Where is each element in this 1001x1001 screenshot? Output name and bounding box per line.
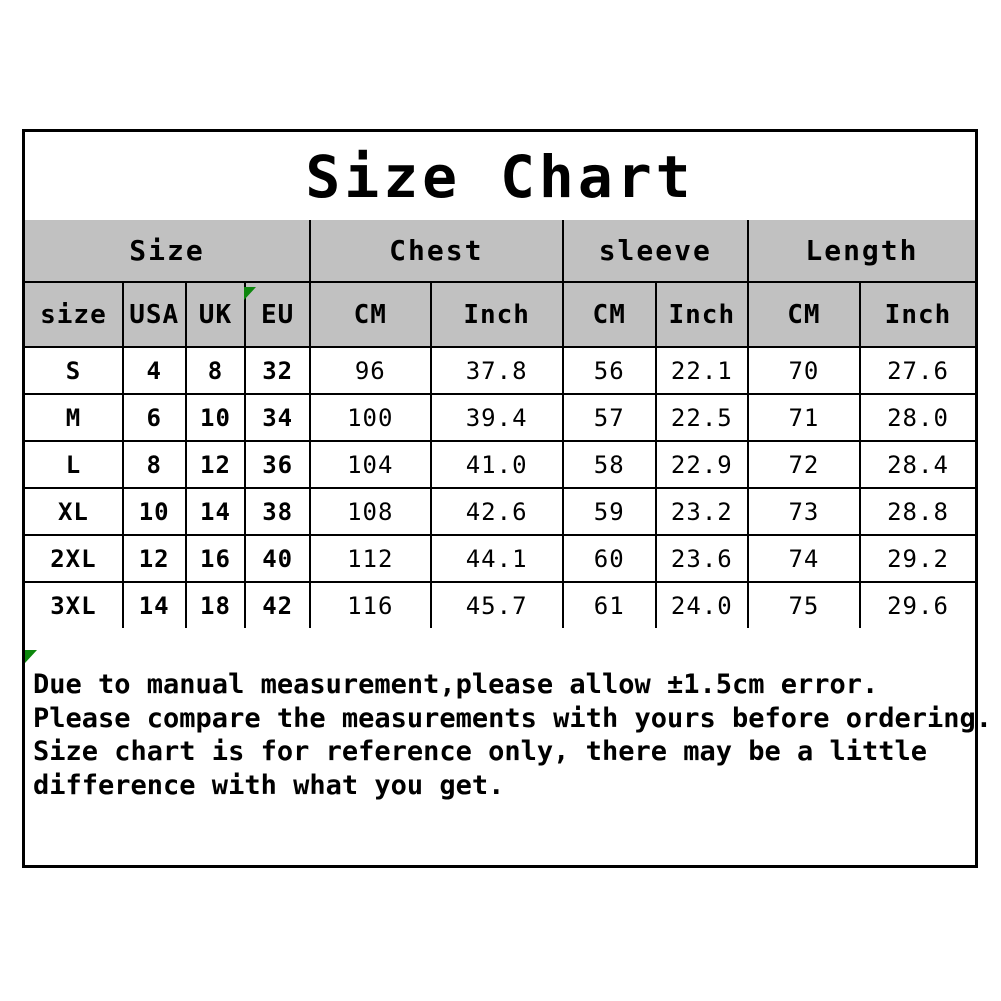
table-cell: 34 xyxy=(244,393,311,442)
table-cell: 29.2 xyxy=(858,534,977,583)
table-cell: 18 xyxy=(184,581,247,629)
table-cell: L xyxy=(24,440,124,489)
table-cell: 6 xyxy=(121,393,187,442)
footer-line: difference with what you get. xyxy=(33,769,505,801)
table-cell: 72 xyxy=(746,440,861,489)
footer-note: Due to manual measurement,please allow ±… xyxy=(25,628,993,802)
table-cell: 41.0 xyxy=(429,440,564,489)
footer-line: Due to manual measurement,please allow ±… xyxy=(33,669,879,700)
column-header-row: size USA UK EU CM Inch CM Inch CM Inch xyxy=(24,281,977,348)
table-cell: 2XL xyxy=(24,534,124,583)
col-header-sleeve-cm: CM xyxy=(561,281,657,348)
table-cell: 22.1 xyxy=(654,346,749,395)
table-cell: 3XL xyxy=(24,581,124,629)
table-cell: 37.8 xyxy=(429,346,564,395)
table-cell: 29.6 xyxy=(858,581,977,629)
table-row: S 4 8 32 96 37.8 56 22.1 70 27.6 xyxy=(24,346,977,395)
table-cell: 59 xyxy=(561,487,657,536)
table-cell: 12 xyxy=(121,534,187,583)
table-cell: 57 xyxy=(561,393,657,442)
table-cell: 32 xyxy=(244,346,311,395)
table-cell: 45.7 xyxy=(429,581,564,629)
page-title: Size Chart xyxy=(305,143,695,211)
table-cell: 36 xyxy=(244,440,311,489)
col-header-length-cm: CM xyxy=(746,281,861,348)
table-cell: M xyxy=(24,393,124,442)
table-cell: 104 xyxy=(308,440,432,489)
table-cell: 16 xyxy=(184,534,247,583)
col-header-usa: USA xyxy=(121,281,187,348)
col-header-chest-cm: CM xyxy=(308,281,432,348)
table-cell: 70 xyxy=(746,346,861,395)
table-cell: 4 xyxy=(121,346,187,395)
table-cell: 73 xyxy=(746,487,861,536)
footer-line: Size chart is for reference only, there … xyxy=(33,736,928,767)
col-header-chest-inch: Inch xyxy=(429,281,564,348)
size-table: Size Chest sleeve Length size USA UK EU … xyxy=(24,219,977,629)
table-cell: 74 xyxy=(746,534,861,583)
table-cell: 8 xyxy=(184,346,247,395)
table-cell: S xyxy=(24,346,124,395)
table-cell: 112 xyxy=(308,534,432,583)
table-cell: 22.5 xyxy=(654,393,749,442)
table-cell: 12 xyxy=(184,440,247,489)
table-cell: 28.8 xyxy=(858,487,977,536)
table-cell: 23.6 xyxy=(654,534,749,583)
table-cell: 100 xyxy=(308,393,432,442)
table-cell: 10 xyxy=(121,487,187,536)
col-header-eu: EU xyxy=(244,281,311,348)
table-cell: 61 xyxy=(561,581,657,629)
table-cell: 44.1 xyxy=(429,534,564,583)
table-row: XL 10 14 38 108 42.6 59 23.2 73 28.8 xyxy=(24,487,977,536)
table-cell: 60 xyxy=(561,534,657,583)
table-cell: 40 xyxy=(244,534,311,583)
table-cell: 14 xyxy=(121,581,187,629)
table-cell: XL xyxy=(24,487,124,536)
col-header-length-inch: Inch xyxy=(858,281,977,348)
table-cell: 10 xyxy=(184,393,247,442)
group-header-length: Length xyxy=(746,219,977,283)
table-cell: 27.6 xyxy=(858,346,977,395)
col-header-uk: UK xyxy=(184,281,247,348)
group-header-chest: Chest xyxy=(308,219,564,283)
group-header-row: Size Chest sleeve Length xyxy=(24,219,977,283)
table-cell: 28.4 xyxy=(858,440,977,489)
size-chart-box: Size Chart Size Chest sleeve Lengt xyxy=(22,129,993,868)
group-header-size: Size xyxy=(24,219,311,283)
col-header-size: size xyxy=(24,281,124,348)
table-row: M 6 10 34 100 39.4 57 22.5 71 28.0 xyxy=(24,393,977,442)
table-cell: 22.9 xyxy=(654,440,749,489)
table-cell: 23.2 xyxy=(654,487,749,536)
footer-line: Please compare the measurements with you… xyxy=(33,702,993,734)
col-header-sleeve-inch: Inch xyxy=(654,281,749,348)
table-cell: 56 xyxy=(561,346,657,395)
table-cell: 24.0 xyxy=(654,581,749,629)
table-cell: 58 xyxy=(561,440,657,489)
group-header-sleeve: sleeve xyxy=(561,219,749,283)
table-cell: 75 xyxy=(746,581,861,629)
table-row: L 8 12 36 104 41.0 58 22.9 72 28.4 xyxy=(24,440,977,489)
table-cell: 38 xyxy=(244,487,311,536)
table-cell: 71 xyxy=(746,393,861,442)
table-cell: 39.4 xyxy=(429,393,564,442)
table-cell: 8 xyxy=(121,440,187,489)
table-cell: 42.6 xyxy=(429,487,564,536)
table-cell: 14 xyxy=(184,487,247,536)
table-cell: 28.0 xyxy=(858,393,977,442)
table-row: 2XL 12 16 40 112 44.1 60 23.6 74 29.2 xyxy=(24,534,977,583)
table-cell: 96 xyxy=(308,346,432,395)
table-cell: 42 xyxy=(244,581,311,629)
table-row: 3XL 14 18 42 116 45.7 61 24.0 75 29.6 xyxy=(24,581,977,629)
table-cell: 108 xyxy=(308,487,432,536)
table-cell: 116 xyxy=(308,581,432,629)
